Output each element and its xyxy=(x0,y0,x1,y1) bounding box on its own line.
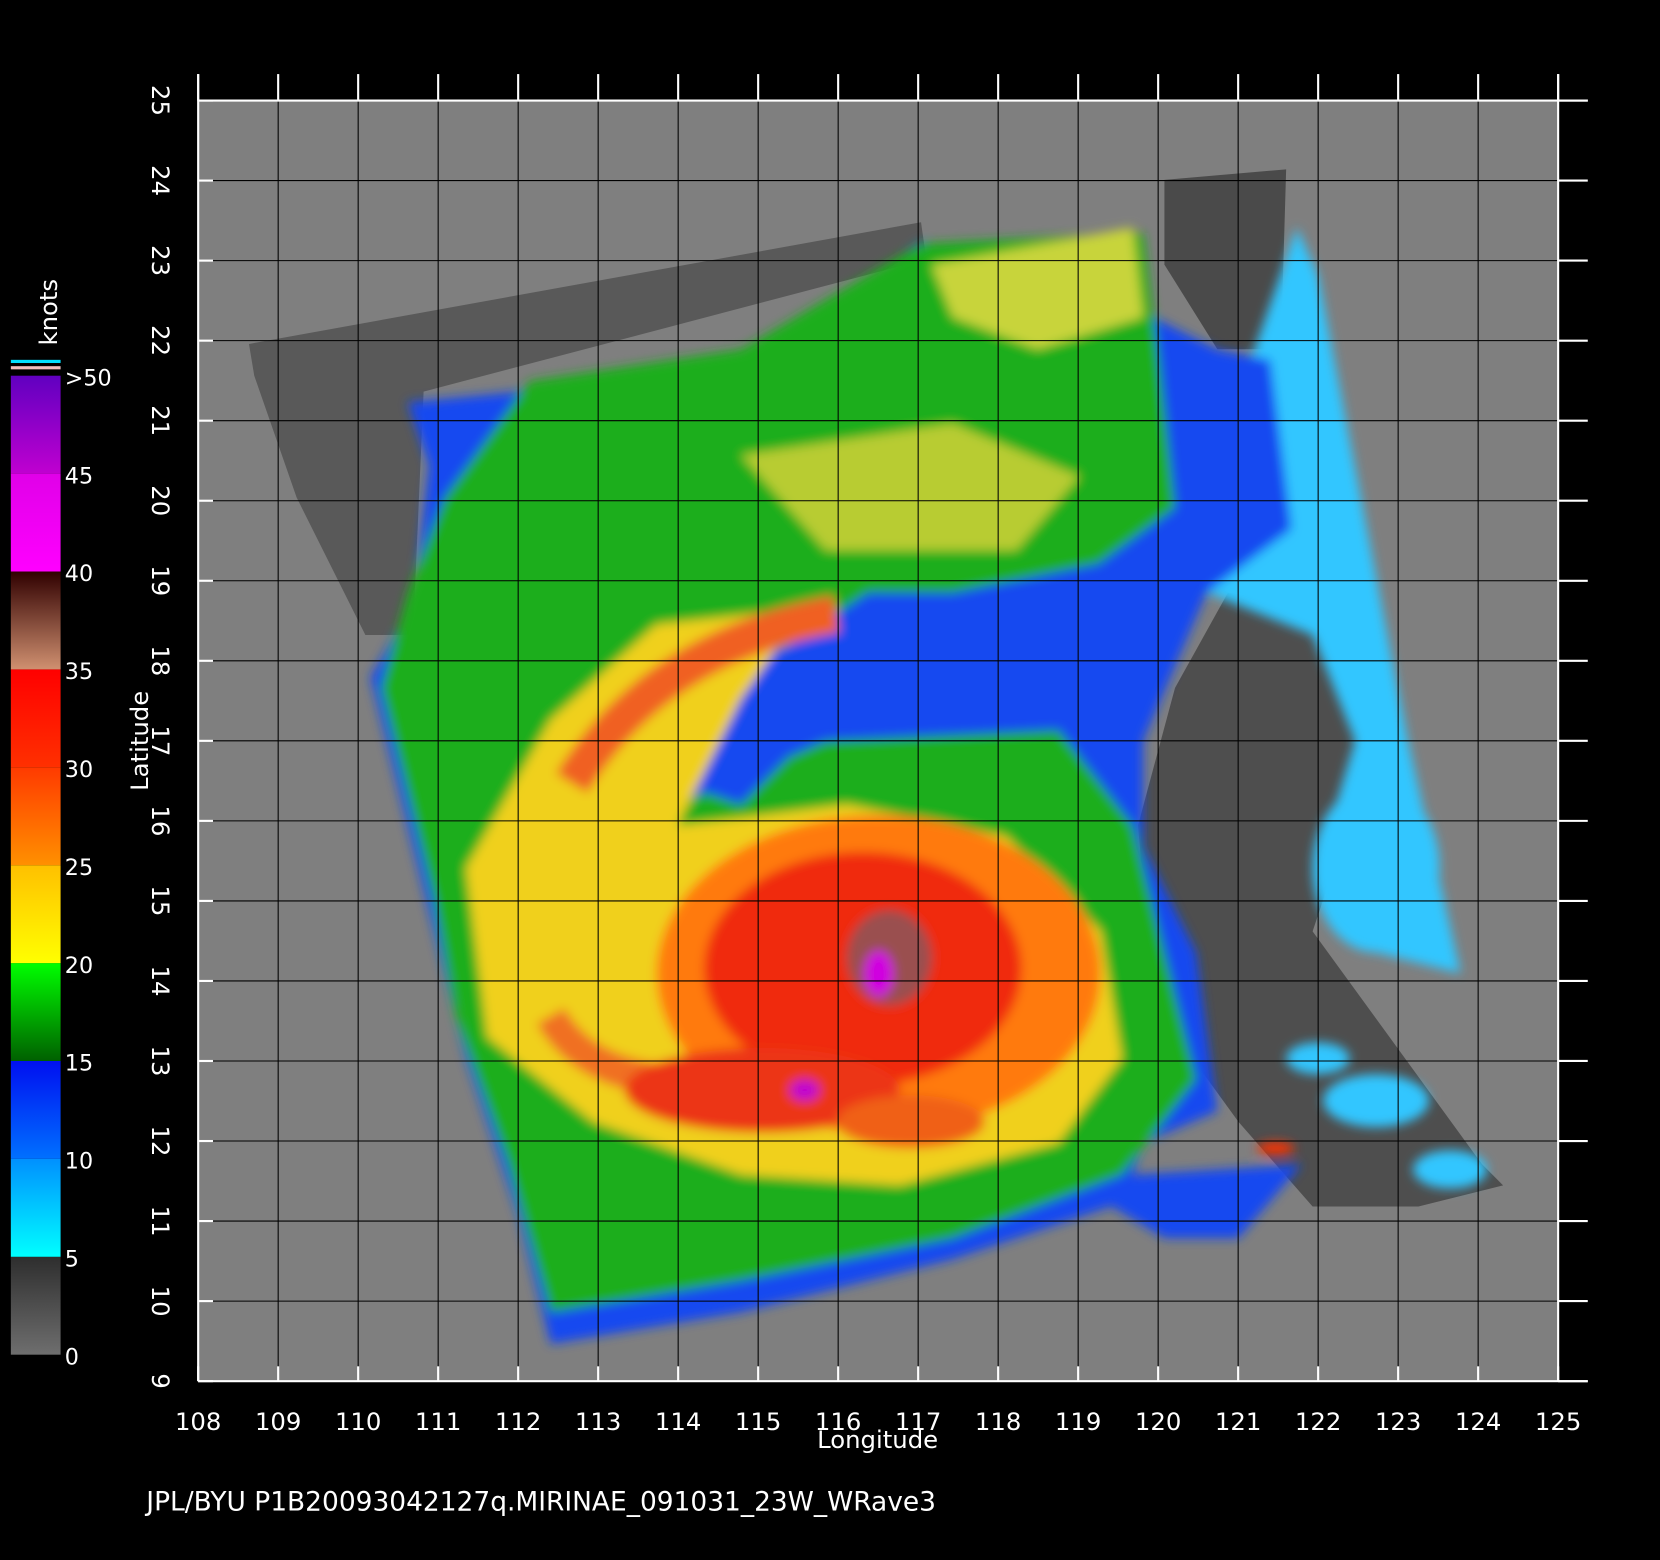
colorbar-tick-label: 20 xyxy=(65,953,93,979)
x-tick-label: 121 xyxy=(1215,1407,1261,1436)
colorbar-segment xyxy=(10,1158,61,1257)
wind-region xyxy=(863,950,894,997)
colorbar-segment xyxy=(10,375,61,474)
x-tick-label: 123 xyxy=(1375,1407,1421,1436)
wind-region xyxy=(931,227,1144,350)
x-tick-label: 111 xyxy=(415,1407,461,1436)
wind-region xyxy=(624,1047,900,1133)
y-tick-label: 14 xyxy=(146,965,175,996)
y-tick-label: 13 xyxy=(146,1046,175,1077)
wind-region xyxy=(741,423,1080,551)
colorbar-tick-label: 35 xyxy=(65,659,93,685)
y-tick-label: 21 xyxy=(146,405,175,436)
y-axis-label: Latitude xyxy=(125,691,154,791)
colorbar-tick-label: 15 xyxy=(65,1051,93,1077)
y-tick-label: 19 xyxy=(146,565,175,596)
colorbar-segment xyxy=(10,767,61,866)
x-tick-label: 110 xyxy=(335,1407,381,1436)
swath xyxy=(248,169,1504,1345)
footer: JPL/BYU P1B20093042127q.MIRINAE_091031_2… xyxy=(144,1486,936,1517)
colorbar-tick-label: 30 xyxy=(65,757,93,783)
colorbar-segment xyxy=(10,865,61,964)
wind-region xyxy=(836,1095,985,1149)
wind-region xyxy=(1413,1150,1488,1189)
x-tick-label: 125 xyxy=(1535,1407,1581,1436)
x-axis-label: Longitude xyxy=(817,1425,938,1454)
y-tick-label: 17 xyxy=(146,725,175,756)
y-tick-label: 12 xyxy=(146,1126,175,1157)
x-tick-label: 114 xyxy=(655,1407,701,1436)
y-tick-label: 22 xyxy=(146,325,175,356)
colorbar-tick-label: 5 xyxy=(65,1246,79,1272)
colorbar-segment xyxy=(10,963,61,1061)
wind-region xyxy=(1256,1141,1295,1155)
colorbar-segment xyxy=(10,669,61,768)
colorbar-cap xyxy=(10,359,61,364)
y-tick-label: 15 xyxy=(146,885,175,916)
x-tick-label: 119 xyxy=(1055,1407,1101,1436)
x-tick-label: 122 xyxy=(1295,1407,1341,1436)
y-tick-label: 20 xyxy=(146,485,175,516)
y-tick-label: 10 xyxy=(146,1286,175,1317)
x-tick-label: 109 xyxy=(255,1407,301,1436)
wind-region xyxy=(789,1079,820,1101)
land xyxy=(1164,169,1287,350)
colorbar-tick-label: 40 xyxy=(65,561,93,587)
x-tick-label: 113 xyxy=(575,1407,621,1436)
colorbar-segment xyxy=(10,571,61,670)
no-wind-area xyxy=(248,222,927,636)
x-tick-label: 116 xyxy=(815,1407,861,1436)
colorbar-tick-label: 25 xyxy=(65,855,93,881)
colorbar-tick-label: >50 xyxy=(65,365,112,391)
colorbar-segment xyxy=(10,1060,61,1159)
y-tick-label: 9 xyxy=(146,1373,175,1388)
y-tick-label: 16 xyxy=(146,805,175,836)
y-tick-label: 24 xyxy=(146,165,175,196)
x-tick-label: 124 xyxy=(1455,1407,1501,1436)
x-tick-label: 115 xyxy=(735,1407,781,1436)
x-tick-label: 112 xyxy=(495,1407,541,1436)
colorbar-cap xyxy=(10,366,61,370)
colorbar-tick-label: 10 xyxy=(65,1149,93,1175)
wind-field xyxy=(370,227,1488,1345)
y-tick-label: 11 xyxy=(146,1206,175,1237)
colorbar-label: knots xyxy=(34,279,63,346)
y-tick-label: 23 xyxy=(146,245,175,276)
colorbar-tick-label: 45 xyxy=(65,463,93,489)
x-tick-label: 118 xyxy=(975,1407,1021,1436)
x-tick-label: 117 xyxy=(895,1407,941,1436)
wind-region xyxy=(555,595,840,793)
x-tick-label: 120 xyxy=(1135,1407,1181,1436)
wind-region xyxy=(1323,1074,1430,1128)
x-tick-label: 108 xyxy=(175,1407,221,1436)
colorbar-segment xyxy=(10,1256,61,1355)
wind-region xyxy=(1312,783,1440,953)
colorbar-segment xyxy=(10,473,61,572)
colorbar-tick-label: 0 xyxy=(65,1344,79,1370)
y-tick-label: 18 xyxy=(146,645,175,676)
y-tick-label: 25 xyxy=(146,85,175,116)
